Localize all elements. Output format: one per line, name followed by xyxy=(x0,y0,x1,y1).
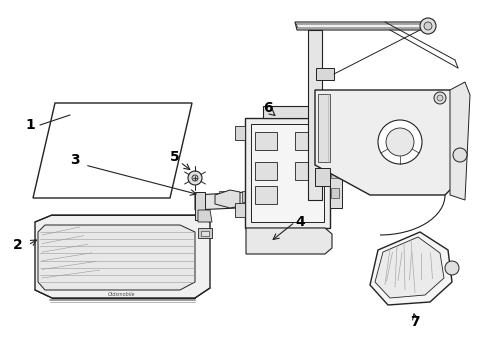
Bar xyxy=(198,228,212,238)
Text: 2: 2 xyxy=(13,238,23,252)
Polygon shape xyxy=(318,94,330,162)
Text: 1: 1 xyxy=(25,118,35,132)
Circle shape xyxy=(453,148,467,162)
Polygon shape xyxy=(370,232,452,305)
Bar xyxy=(219,191,231,202)
Bar xyxy=(251,124,324,222)
Bar xyxy=(201,231,209,236)
Text: 5: 5 xyxy=(170,150,180,164)
Circle shape xyxy=(434,92,446,104)
Bar xyxy=(255,132,277,150)
Polygon shape xyxy=(375,237,444,298)
Bar xyxy=(260,228,315,238)
Bar xyxy=(331,188,339,198)
Polygon shape xyxy=(296,24,430,28)
Polygon shape xyxy=(198,210,212,222)
Circle shape xyxy=(192,175,198,181)
Polygon shape xyxy=(295,22,432,30)
Bar xyxy=(235,203,245,217)
Polygon shape xyxy=(215,190,240,208)
Circle shape xyxy=(420,18,436,34)
Polygon shape xyxy=(450,82,470,200)
Bar xyxy=(295,162,317,180)
Polygon shape xyxy=(33,103,192,198)
Bar xyxy=(242,191,254,202)
Polygon shape xyxy=(246,228,332,254)
Polygon shape xyxy=(308,30,322,200)
Bar xyxy=(316,68,334,80)
Bar xyxy=(295,132,317,150)
Text: 6: 6 xyxy=(263,101,273,115)
Polygon shape xyxy=(38,225,195,290)
Circle shape xyxy=(188,171,202,185)
Text: 7: 7 xyxy=(410,315,420,329)
Polygon shape xyxy=(195,192,205,220)
Bar xyxy=(264,191,276,202)
Ellipse shape xyxy=(278,236,292,246)
Bar xyxy=(263,106,312,118)
Text: 3: 3 xyxy=(70,153,80,167)
Bar xyxy=(235,126,245,140)
Circle shape xyxy=(386,128,414,156)
Bar xyxy=(287,191,299,202)
Bar xyxy=(255,162,277,180)
Circle shape xyxy=(445,261,459,275)
Polygon shape xyxy=(195,188,328,210)
Bar xyxy=(255,186,277,204)
Text: Oldsmobile: Oldsmobile xyxy=(108,292,136,297)
Ellipse shape xyxy=(255,236,269,246)
Bar xyxy=(331,148,339,158)
Circle shape xyxy=(424,22,432,30)
Polygon shape xyxy=(315,90,455,195)
Bar xyxy=(330,138,342,208)
Polygon shape xyxy=(35,215,210,298)
Circle shape xyxy=(378,120,422,164)
Ellipse shape xyxy=(301,236,315,246)
Circle shape xyxy=(437,95,443,101)
Bar xyxy=(315,168,330,186)
Text: 4: 4 xyxy=(295,215,305,229)
Bar xyxy=(331,168,339,178)
Bar xyxy=(245,118,330,228)
